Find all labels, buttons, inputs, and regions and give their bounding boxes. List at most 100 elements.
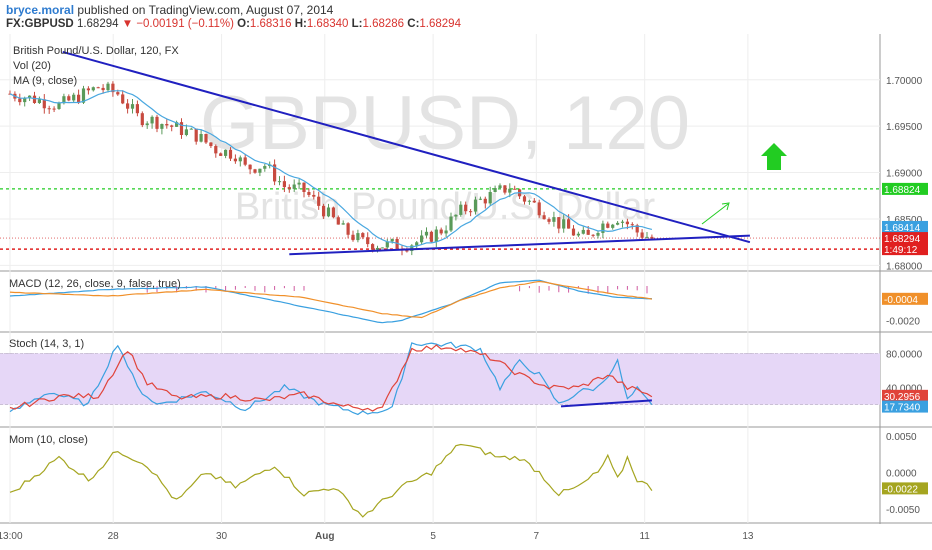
stoch-trendline: [560, 399, 652, 408]
candle-up: [145, 123, 149, 126]
price-tag-box: [882, 389, 928, 402]
time-tick-label: 7: [534, 531, 540, 542]
candle-up: [596, 232, 600, 236]
candle-down: [405, 250, 409, 252]
axes: 13:00 28 30 Aug 5 7 11 13 1.68000 1.68500 1.69000 1…: [0, 76, 923, 542]
candle-down: [503, 185, 507, 193]
candle-down: [273, 164, 277, 182]
watermark-symbol: GBPUSD, 120: [200, 81, 690, 166]
big-up-arrow-icon: [761, 143, 787, 170]
vol-pane-label: Vol (20): [13, 60, 51, 72]
candle-up: [459, 204, 463, 215]
trendlines[interactable]: [62, 50, 751, 408]
moving-average-line: [9, 90, 653, 248]
candle-down: [194, 128, 198, 142]
price-pane-label: British Pound/U.S. Dollar, 120, FX: [13, 45, 179, 57]
candle-down: [214, 146, 218, 154]
price-tag-box: [882, 482, 928, 495]
price-tag-label: 1.68294: [884, 234, 921, 245]
pane-labels: British Pound/U.S. Dollar, 120, FX Vol (…: [9, 45, 181, 446]
candle-up: [224, 149, 228, 156]
time-tick-label: Aug: [315, 531, 334, 542]
chart-canvas[interactable]: GBPUSD, 120 British Pound/U.S. Dollar Br…: [0, 34, 932, 550]
candle-down: [567, 219, 571, 229]
candle-down: [331, 207, 335, 218]
candle-up: [581, 229, 585, 234]
candle-down: [101, 87, 105, 91]
candle-up: [380, 247, 384, 249]
candle-up: [375, 247, 380, 250]
candle-down: [287, 187, 291, 189]
candle-down: [537, 202, 541, 216]
candle-up: [410, 245, 414, 252]
candle-up: [199, 134, 203, 142]
price-tag-label: 1:49:12: [884, 245, 918, 256]
price-tag-label: 1.68824: [884, 185, 921, 196]
candle-up: [552, 217, 556, 222]
stoch-tick-label: 80.0000: [886, 349, 923, 360]
candle-up: [562, 219, 566, 229]
candle-up: [601, 223, 605, 233]
candle-down: [591, 234, 595, 236]
projection-arrow: [701, 202, 730, 225]
candle-up: [106, 83, 110, 91]
candle-up: [527, 200, 531, 202]
candle-up: [160, 124, 164, 129]
time-tick-label: 5: [430, 531, 436, 542]
candle-down: [336, 217, 340, 225]
candle-down: [243, 157, 247, 165]
price-tag-box: [882, 232, 928, 245]
macd-pane-label: MACD (12, 26, close, 9, false, true): [9, 278, 181, 290]
candle-up: [130, 104, 135, 109]
candle-up: [493, 188, 497, 192]
price-tag-label: 17.7340: [884, 403, 921, 414]
candle-down: [248, 164, 252, 170]
price-tick-label: 1.68500: [886, 215, 923, 226]
candle-down: [439, 229, 443, 234]
close-label: C:: [407, 18, 420, 30]
candle-up: [454, 214, 458, 217]
candle-up: [292, 184, 296, 189]
candle-up: [415, 242, 419, 246]
price-tag-box: [882, 400, 928, 413]
chart-background: [0, 34, 932, 550]
candle-up: [620, 221, 625, 223]
candle-down: [361, 233, 365, 238]
candle-up: [72, 94, 76, 101]
price-tag-box: [882, 182, 928, 195]
author-link[interactable]: bryce.moral: [6, 3, 75, 17]
stoch-pane-label: Stoch (14, 3, 1): [9, 338, 84, 350]
close-value: 1.68294: [419, 18, 461, 30]
candle-down: [77, 94, 81, 103]
candle-up: [444, 230, 448, 234]
candle-up: [478, 198, 482, 200]
ma-pane-label: MA (9, close): [13, 75, 77, 87]
upper-trendline: [62, 50, 751, 244]
candle-up: [326, 207, 331, 217]
candle-down: [630, 224, 634, 226]
momentum-line: [9, 443, 653, 518]
candle-up: [576, 233, 580, 236]
time-tick-label: 13: [742, 531, 754, 542]
candle-down: [170, 125, 174, 127]
candle-up: [263, 166, 267, 169]
candle-down: [111, 83, 115, 93]
candle-down: [253, 169, 257, 173]
price-tick-label: 1.70000: [886, 76, 923, 87]
candle-up: [341, 223, 345, 225]
candle-down: [47, 108, 51, 110]
up-arrow-icon: [761, 143, 787, 170]
candle-up: [258, 168, 262, 173]
low-value: 1.68286: [362, 18, 405, 30]
candle-down: [179, 122, 184, 136]
candle-up: [508, 188, 512, 193]
candle-up: [498, 185, 502, 189]
candle-down: [228, 149, 233, 159]
candle-up: [297, 182, 301, 185]
last-price: 1.68294: [76, 18, 119, 30]
candle-up: [390, 239, 394, 242]
candle-down: [135, 104, 139, 114]
candle-down: [317, 196, 321, 206]
symbol[interactable]: FX:GBPUSD: [6, 18, 74, 30]
time-tick-label: 28: [108, 531, 120, 542]
